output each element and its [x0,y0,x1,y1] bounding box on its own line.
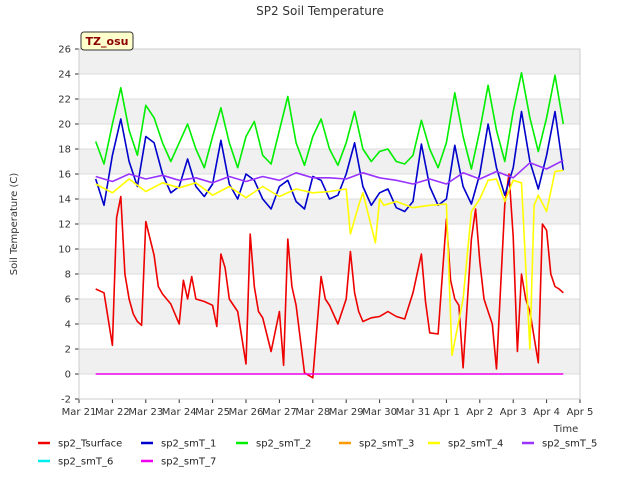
x-tick-label: Mar 25 [195,407,230,418]
legend-label: sp2_smT_4 [448,439,503,450]
legend-item: sp2_smT_3 [339,439,414,450]
plot-band [79,99,580,124]
chart-title: SP2 Soil Temperature [256,4,384,18]
y-tick-label: 0 [65,370,71,381]
series-line-sp2-smT-1 [94,110,565,213]
x-tick-label: Mar 21 [62,407,97,418]
x-tick-label: Mar 29 [329,407,364,418]
x-tick-label: Apr 1 [433,407,460,418]
x-tick-label: Mar 24 [162,407,197,418]
legend-label: sp2_smT_5 [542,439,597,450]
legend: sp2_Tsurface sp2_smT_1 sp2_smT_2 sp2_smT_3 s… [38,439,597,468]
plot-band [79,49,580,74]
plot-band [79,74,580,99]
x-tick-label: Apr 4 [533,407,560,418]
plot-band [79,374,580,399]
y-axis-label: Soil Temperature (C) [9,173,20,276]
plot-band [79,274,580,299]
x-tick-label: Mar 23 [128,407,163,418]
x-tick-label: Mar 27 [262,407,297,418]
series-line-sp2-Tsurface [95,173,564,379]
x-tick-label: Apr 2 [466,407,493,418]
series-line-sp2-smT-5 [95,159,564,185]
site-badge: TZ_osu [80,31,134,51]
y-tick-label: 4 [65,320,71,331]
series-lines [94,72,565,379]
y-tick-label: 26 [58,45,71,56]
plot-frame [78,48,581,400]
plot-band [79,249,580,274]
y-tick-label: 20 [58,120,71,131]
x-tick-label: Apr 5 [567,407,594,418]
legend-item: sp2_smT_1 [141,439,216,450]
plot-band [79,224,580,249]
legend-label: sp2_smT_3 [359,439,414,450]
y-tick-label: 16 [58,170,71,181]
y-tick-label: 22 [58,95,71,106]
plot-band [79,299,580,324]
x-tick-label: Mar 28 [295,407,330,418]
legend-label: sp2_Tsurface [58,439,122,450]
legend-label: sp2_smT_1 [161,439,216,450]
legend-label: sp2_smT_6 [58,457,113,468]
x-axis-label: Time [553,424,578,435]
x-tick-label: Mar 26 [229,407,264,418]
series-line-sp2-smT-2 [94,72,565,170]
y-tick-label: 18 [58,145,71,156]
legend-item: sp2_smT_6 [38,457,113,468]
y-tick-label: 2 [65,345,71,356]
y-tick-label: 24 [58,70,71,81]
y-tick-label: 14 [58,195,71,206]
plot-band [79,324,580,349]
site-badge-label: TZ_osu [86,35,129,48]
y-tick-label: 8 [65,270,71,281]
legend-label: sp2_smT_7 [161,457,216,468]
y-tick-label: -2 [61,395,71,406]
plot-band [79,199,580,224]
legend-item: sp2_Tsurface [38,439,122,450]
x-tick-label: Mar 31 [396,407,431,418]
plot-band [79,349,580,374]
x-tick-label: Mar 30 [362,407,397,418]
series-line-sp2-smT-4 [95,169,564,357]
site-badge-box [80,31,134,51]
legend-item: sp2_smT_4 [428,439,503,450]
y-tick-label: 12 [58,220,71,231]
x-tick-label: Mar 22 [95,407,130,418]
y-tick-label: 6 [65,295,71,306]
legend-label: sp2_smT_2 [256,439,311,450]
legend-item: sp2_smT_2 [236,439,311,450]
legend-item: sp2_smT_5 [522,439,597,450]
x-tick-label: Apr 3 [500,407,527,418]
legend-item: sp2_smT_7 [141,457,216,468]
y-tick-label: 10 [58,245,71,256]
